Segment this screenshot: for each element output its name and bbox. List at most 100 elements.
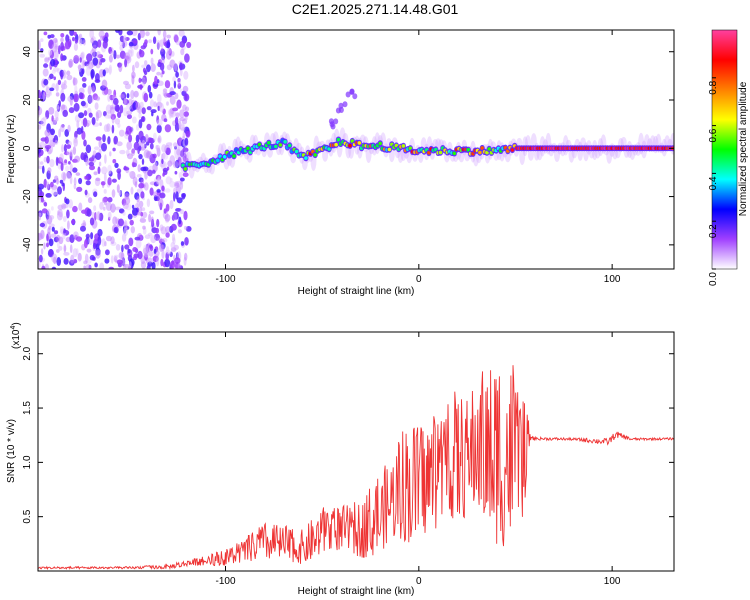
spectrogram-noise-blob bbox=[150, 235, 157, 244]
spectrogram-noise-blob bbox=[146, 106, 152, 111]
spectrogram-noise-blob bbox=[166, 41, 171, 49]
spectrogram-noise-blob bbox=[123, 196, 131, 205]
spectrogram-noise-blob bbox=[103, 189, 107, 194]
spectrogram-noise-blob bbox=[92, 85, 95, 94]
spectrogram-noise-blob bbox=[55, 156, 59, 166]
spectrogram-noise-blob bbox=[165, 246, 170, 255]
spectrogram-noise-blob bbox=[46, 155, 50, 164]
spectrogram-halo-blob bbox=[527, 148, 534, 161]
spectrogram-ridge-core bbox=[478, 150, 482, 155]
spectrogram-ridge-core bbox=[283, 140, 287, 144]
spectrogram-noise-blob bbox=[100, 35, 104, 41]
spectrogram-noise-blob bbox=[50, 128, 55, 136]
spectrogram-noise-blob bbox=[169, 95, 176, 105]
spectrogram-noise-blob bbox=[116, 259, 123, 265]
spectrogram-noise-blob bbox=[51, 43, 58, 53]
y-tick-label: -40 bbox=[22, 237, 33, 252]
spectrogram-noise-blob bbox=[62, 216, 67, 222]
spectrogram-noise-blob bbox=[68, 107, 75, 114]
spectrogram-noise-blob bbox=[68, 199, 73, 209]
spectrogram-noise-blob bbox=[48, 107, 55, 115]
spectrogram-noise-blob bbox=[73, 177, 77, 186]
spectrogram-noise-blob bbox=[86, 53, 93, 62]
spectrogram-noise-blob bbox=[174, 170, 178, 175]
spectrogram-noise-blob bbox=[114, 162, 119, 168]
spectrogram-noise-blob bbox=[161, 158, 164, 165]
spectrogram-branch-blob bbox=[352, 93, 358, 100]
spectrogram-noise-blob bbox=[174, 92, 179, 100]
spectrogram-noise-blob bbox=[135, 124, 140, 131]
snr-frame bbox=[37, 331, 675, 572]
spectrogram-noise-blob bbox=[97, 166, 101, 175]
spectrogram-noise-blob bbox=[182, 172, 189, 178]
spectrogram-ridge-core bbox=[427, 151, 431, 155]
spectrogram-ridge-core bbox=[287, 143, 292, 148]
spectrogram-noise-blob bbox=[111, 116, 115, 124]
spectrogram-noise-blob bbox=[185, 116, 188, 121]
spectrogram-ridge-core bbox=[313, 153, 318, 157]
spectrogram-noise-blob bbox=[67, 220, 70, 230]
spectrogram-noise-blob bbox=[65, 171, 71, 180]
spectrogram-noise-blob bbox=[169, 260, 176, 269]
spectrogram-noise-blob bbox=[83, 139, 87, 147]
spectrogram-noise-blob bbox=[171, 233, 176, 242]
spectrogram-noise-blob bbox=[58, 245, 63, 251]
spectrogram-noise-blob bbox=[170, 223, 177, 231]
spectrogram-noise-blob bbox=[141, 139, 146, 150]
spectrogram-noise-blob bbox=[89, 217, 95, 226]
spectrogram-noise-blob bbox=[133, 141, 140, 151]
spectrogram-noise-blob bbox=[179, 150, 185, 158]
spectrogram-noise-blob bbox=[69, 30, 75, 36]
spectrogram-noise-blob bbox=[94, 102, 99, 110]
spectrogram-noise-blob bbox=[110, 51, 115, 56]
spectrogram-noise-blob bbox=[72, 37, 75, 42]
spectrogram-noise-blob bbox=[77, 252, 82, 262]
spectrogram-noise-blob bbox=[59, 226, 64, 232]
spectrogram-noise-blob bbox=[72, 146, 77, 155]
spectrogram-noise-blob bbox=[57, 186, 62, 195]
spectrogram-noise-blob bbox=[97, 39, 102, 48]
snr-y-label: SNR (10 * v/v) bbox=[6, 419, 17, 483]
spectrogram-noise-blob bbox=[141, 107, 146, 115]
spectrogram-noise-blob bbox=[76, 186, 83, 192]
spectrogram-noise-blob bbox=[48, 225, 52, 230]
spectrogram-noise-blob bbox=[173, 142, 178, 148]
spectrogram-noise-blob bbox=[63, 243, 67, 253]
spectrogram-noise-blob bbox=[156, 189, 161, 193]
spectrogram-noise-blob bbox=[157, 135, 162, 144]
spectrogram-noise-blob bbox=[104, 241, 107, 247]
spectrogram-noise-blob bbox=[160, 47, 164, 53]
spectrogram-noise-blob bbox=[149, 137, 153, 143]
spectrogram-noise-blob bbox=[60, 37, 64, 43]
spectrogram-noise-blob bbox=[129, 261, 132, 268]
spectrogram-noise-blob bbox=[123, 220, 128, 230]
spectrogram-noise-blob bbox=[86, 63, 93, 70]
spectrogram-noise-blob bbox=[173, 33, 179, 42]
spectrogram-noise-blob bbox=[152, 169, 156, 174]
spectrogram-noise-blob bbox=[49, 73, 54, 80]
spectrogram-noise-blob bbox=[62, 172, 66, 182]
spectrogram-noise-blob bbox=[164, 258, 171, 268]
spectrogram-noise-blob bbox=[119, 44, 124, 52]
spectrogram-noise-blob bbox=[124, 244, 130, 250]
spectrogram-noise-blob bbox=[146, 64, 151, 73]
spectrogram-noise-blob bbox=[140, 166, 147, 172]
spectrogram-noise-blob bbox=[81, 77, 87, 82]
spectrogram-noise-blob bbox=[137, 250, 143, 260]
spectrogram-noise-blob bbox=[154, 75, 158, 86]
spectrogram-noise-blob bbox=[95, 73, 100, 82]
spectrogram-noise-blob bbox=[126, 30, 134, 36]
spectrogram-noise-blob bbox=[81, 68, 85, 75]
spectrogram-noise-blob bbox=[182, 85, 189, 93]
spectrogram-noise-blob bbox=[184, 53, 190, 63]
spectrogram-noise-blob bbox=[61, 69, 67, 79]
spectrogram-ridge-core bbox=[278, 143, 283, 147]
spectrogram-noise-blob bbox=[169, 155, 176, 165]
spectrogram-halo-blob bbox=[670, 133, 674, 155]
spectrogram-noise-blob bbox=[177, 229, 182, 234]
spectrogram-panel: -100 0 100 -40 -20 0 20 40 Height of straight l… bbox=[6, 29, 675, 297]
snr-series-line bbox=[38, 365, 674, 571]
spectrogram-noise-blob bbox=[162, 30, 167, 39]
spectrogram-noise-blob bbox=[118, 62, 123, 73]
spectrogram-noise-blob bbox=[151, 111, 154, 117]
